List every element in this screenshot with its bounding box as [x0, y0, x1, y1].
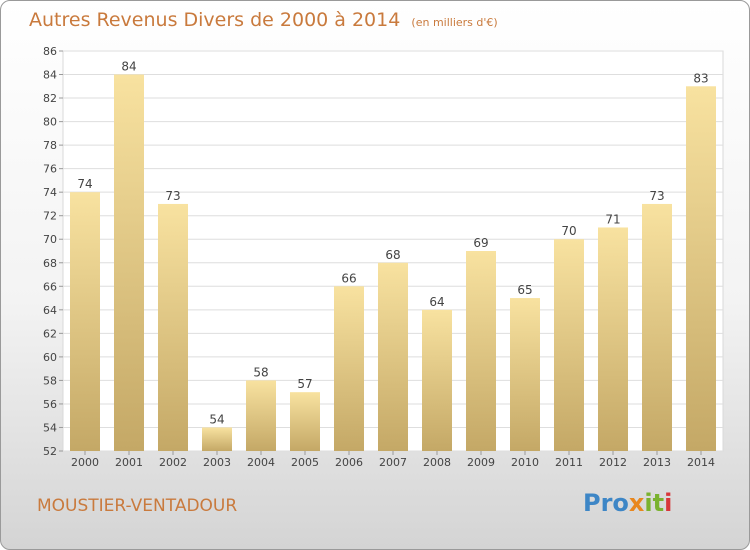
data-label: 54: [209, 412, 224, 426]
bar-2013: [642, 203, 672, 451]
bar-2006: [334, 286, 364, 451]
x-tick-label: 2014: [687, 456, 715, 469]
data-label: 58: [253, 365, 268, 379]
x-tick-label: 2002: [159, 456, 187, 469]
logo-part-3: it: [644, 489, 665, 517]
y-tick-label: 60: [43, 351, 57, 364]
x-tick-label: 2003: [203, 456, 231, 469]
x-tick-label: 2000: [71, 456, 99, 469]
logo-part-1: Pro: [583, 489, 629, 517]
x-tick-label: 2013: [643, 456, 671, 469]
x-tick-label: 2011: [555, 456, 583, 469]
bar-2000: [70, 192, 100, 452]
y-tick-label: 58: [43, 374, 57, 387]
y-tick-label: 56: [43, 398, 57, 411]
bar-2003: [202, 427, 232, 451]
y-tick-label: 70: [43, 233, 57, 246]
y-tick-label: 54: [43, 421, 57, 434]
y-tick-label: 80: [43, 116, 57, 129]
y-tick-label: 68: [43, 257, 57, 270]
data-label: 69: [473, 236, 488, 250]
x-axis-ticks: 2000 2001 2002 2003 2004 2005 2006 2007 2008 2009…: [71, 451, 715, 469]
bar-2002: [158, 203, 188, 451]
x-tick-label: 2008: [423, 456, 451, 469]
y-tick-label: 86: [43, 45, 57, 58]
x-tick-label: 2004: [247, 456, 275, 469]
y-tick-label: 82: [43, 92, 57, 105]
bar-2007: [378, 262, 408, 451]
proxiti-logo: Proxiti: [583, 489, 672, 517]
chart-title: Autres Revenus Divers de 2000 à 2014 (en…: [29, 9, 498, 31]
bar-2005: [290, 392, 320, 451]
x-tick-label: 2009: [467, 456, 495, 469]
logo-part-4: i: [664, 489, 673, 517]
data-label: 71: [605, 212, 620, 226]
y-tick-label: 62: [43, 327, 57, 340]
data-label: 74: [77, 177, 92, 191]
bar-2014: [686, 86, 716, 451]
x-tick-label: 2010: [511, 456, 539, 469]
x-tick-label: 2001: [115, 456, 143, 469]
x-tick-label: 2005: [291, 456, 319, 469]
data-label: 84: [121, 60, 136, 74]
y-tick-label: 64: [43, 304, 57, 317]
bar-2011: [554, 239, 584, 451]
data-label: 83: [693, 71, 708, 85]
commune-name: MOUSTIER-VENTADOUR: [37, 496, 238, 516]
bar-2001: [114, 74, 144, 451]
data-label: 57: [297, 377, 312, 391]
y-axis-ticks: 52 54 56 58 60 62 64 66 68 70 72 74 76 78 80 82 84 86: [43, 45, 63, 458]
bar-2012: [598, 227, 628, 451]
y-tick-label: 76: [43, 163, 57, 176]
logo-part-2: x: [628, 489, 645, 517]
x-tick-label: 2007: [379, 456, 407, 469]
x-tick-label: 2006: [335, 456, 363, 469]
chart-title-main: Autres Revenus Divers de 2000 à 2014: [29, 9, 401, 31]
y-tick-label: 74: [43, 186, 57, 199]
data-labels: 74 84 73 54 58 57 66 68 64 69 65 70 71 73 83: [77, 60, 708, 427]
y-tick-label: 78: [43, 139, 57, 152]
x-tick-label: 2012: [599, 456, 627, 469]
bars: [70, 74, 716, 452]
data-label: 73: [649, 189, 664, 203]
y-tick-label: 84: [43, 69, 57, 82]
y-tick-label: 52: [43, 445, 57, 458]
bar-2009: [466, 251, 496, 451]
bar-2010: [510, 298, 540, 451]
chart-title-unit: (en milliers d'€): [411, 16, 498, 29]
data-label: 64: [429, 295, 444, 309]
y-tick-label: 66: [43, 280, 57, 293]
data-label: 70: [561, 224, 576, 238]
data-label: 65: [517, 283, 532, 297]
bar-2008: [422, 309, 452, 451]
y-tick-label: 72: [43, 210, 57, 223]
data-label: 68: [385, 248, 400, 262]
bar-2004: [246, 380, 276, 451]
data-label: 73: [165, 189, 180, 203]
data-label: 66: [341, 271, 356, 285]
